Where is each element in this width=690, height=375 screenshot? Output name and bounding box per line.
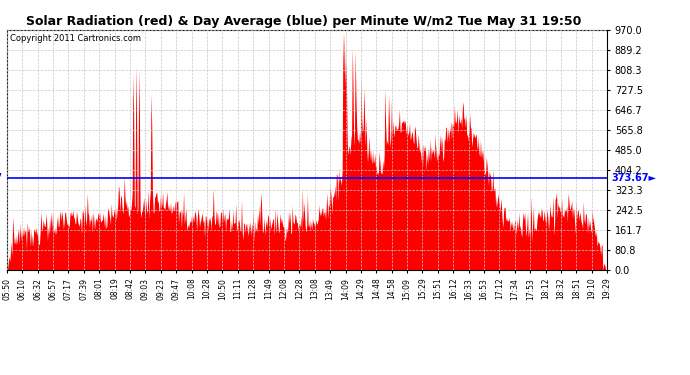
Text: 373.67►: 373.67► <box>611 172 656 183</box>
Text: Solar Radiation (red) & Day Average (blue) per Minute W/m2 Tue May 31 19:50: Solar Radiation (red) & Day Average (blu… <box>26 15 581 28</box>
Text: Copyright 2011 Cartronics.com: Copyright 2011 Cartronics.com <box>10 34 141 43</box>
Text: ◄373.67: ◄373.67 <box>0 172 3 183</box>
